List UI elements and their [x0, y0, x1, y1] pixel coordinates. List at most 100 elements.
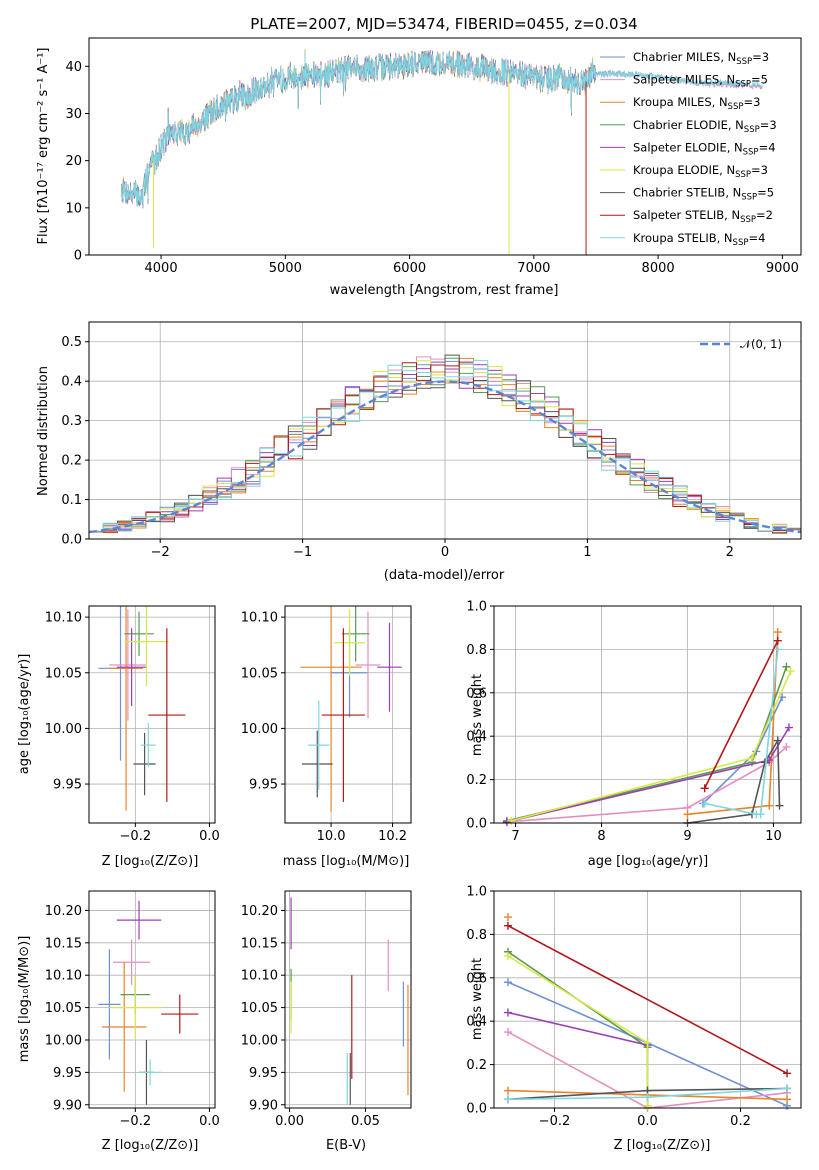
spectrum-y-tick-label: 30 — [65, 107, 82, 122]
residuals-x-tick-label: 1 — [583, 545, 591, 560]
residuals-y-tick-label: 0.2 — [61, 454, 82, 469]
weight-vs-metallicity-x-axis-label: Z [log₁₀(Z/Z⊙)] — [614, 1138, 711, 1153]
spectrum-y-tick-label: 0 — [74, 249, 82, 264]
spectrum-y-tick-label: 40 — [65, 60, 82, 75]
legend-label-text: Chabrier MILES, N — [633, 50, 736, 64]
residuals-x-tick-label: −2 — [151, 545, 170, 560]
weight-marker-chabrier-stelib — [773, 736, 782, 745]
weight-marker-chabrier-stelib — [775, 801, 784, 810]
legend-label-salpeter-miles: Salpeter MILES, NSSP=5 — [633, 73, 768, 90]
legend-label-subscript: SSP — [744, 125, 760, 135]
mass-vs-metallicity-x-axis-label: Z [log₁₀(Z/Z⊙)] — [102, 1138, 199, 1153]
mass-vs-metallicity-errorbars — [98, 900, 199, 1105]
mass-vs-extinction-y-tick-label: 9.95 — [249, 1066, 278, 1081]
age-vs-mass-y-tick-label: 9.95 — [249, 778, 278, 793]
mass-vs-extinction-y-tick-label: 9.90 — [249, 1098, 278, 1113]
legend-label-chabrier-elodie: Chabrier ELODIE, NSSP=3 — [633, 118, 777, 135]
mass-vs-metallicity-x-tick-label: −0.2 — [120, 1114, 152, 1129]
legend-label-text: Kroupa MILES, N — [633, 95, 728, 109]
legend-label-value: =3 — [752, 50, 769, 64]
legend-label-kroupa-miles: Kroupa MILES, NSSP=3 — [633, 95, 760, 112]
legend-label-value: =5 — [757, 186, 774, 200]
weight-marker-kroupa-miles — [773, 628, 782, 637]
mass-vs-metallicity-y-tick-label: 10.20 — [45, 904, 82, 919]
weight-vs-metallicity-y-tick-label: 0.0 — [466, 1102, 487, 1117]
residuals-frame — [88, 321, 802, 540]
legend-label-text: Kroupa ELODIE, N — [633, 163, 735, 177]
weight-marker-salpeter-elodie — [503, 1008, 512, 1017]
weight-marker-salpeter-stelib — [503, 921, 512, 930]
age-vs-mass-y-tick-label: 10.05 — [241, 666, 278, 681]
weight-vs-age-y-tick-label: 1.0 — [466, 600, 487, 615]
residuals-panel: −2 −1 0 1 2 0.0 0.1 0.2 0.3 0.4 0.5 𝒩(0, 1) (data-m… — [36, 321, 802, 583]
spectrum-red-end-kroupa-stelib — [595, 70, 763, 89]
weight-marker-chabrier-stelib — [760, 758, 769, 767]
legend-label-chabrier-miles: Chabrier MILES, NSSP=3 — [633, 50, 769, 67]
age-vs-mass-x-axis-label: mass [log₁₀(M/M⊙)] — [283, 854, 410, 869]
mass-vs-metallicity-y-tick-label: 10.00 — [45, 1033, 82, 1048]
weight-vs-age-plot-area: 7 8 9 10 0.0 0.2 0.4 0.6 0.8 1.0 — [466, 600, 802, 844]
mass-vs-extinction-y-tick-label: 10.10 — [241, 969, 278, 984]
legend-label-subscript: SSP — [735, 170, 751, 180]
legend-label-value: =5 — [751, 73, 768, 87]
weight-vs-metallicity-x-tick-label: 0.0 — [637, 1114, 658, 1129]
age-vs-metallicity-y-tick-label: 9.95 — [53, 778, 82, 793]
weight-vs-age-x-tick-label: 7 — [511, 829, 519, 844]
spectrum-plot-area: 4000 5000 6000 7000 8000 9000 0 10 20 30 40 Chabrie… — [65, 37, 802, 276]
weight-marker-kroupa-stelib — [783, 1084, 792, 1093]
legend-label-value: =3 — [760, 118, 777, 132]
weight-marker-kroupa-miles — [503, 1086, 512, 1095]
mass-vs-metallicity-y-tick-label: 9.90 — [53, 1098, 82, 1113]
mass-vs-metallicity-y-tick-label: 10.10 — [45, 969, 82, 984]
age-vs-metallicity-plot-area: −0.2 0.0 9.95 10.00 10.05 10.10 — [45, 605, 220, 844]
age-vs-mass-frame — [284, 605, 412, 824]
spectrum-x-tick-label: 5000 — [269, 261, 302, 276]
weight-marker-kroupa-stelib — [503, 1095, 512, 1104]
weight-vs-age-y-axis-label: mass weight — [470, 674, 485, 756]
mass-vs-metallicity-panel: −0.2 0.0 9.90 9.95 10.00 10.05 10.10 10.15 10.20… — [17, 890, 220, 1153]
legend-label-text: Chabrier STELIB, N — [633, 186, 741, 200]
age-vs-metallicity-x-axis-label: Z [log₁₀(Z/Z⊙)] — [102, 854, 199, 869]
weight-vs-age-y-tick-label: 0.0 — [466, 817, 487, 832]
legend-label-value: =3 — [743, 95, 760, 109]
weight-vs-metallicity-x-tick-label: 0.2 — [730, 1114, 751, 1129]
legend-label-text: Kroupa STELIB, N — [633, 231, 733, 245]
weight-marker-salpeter-elodie — [784, 723, 793, 732]
weight-vs-metallicity-x-tick-label: −0.2 — [539, 1114, 571, 1129]
weight-vs-metallicity-frame — [493, 890, 802, 1109]
residuals-y-tick-label: 0.5 — [61, 335, 82, 350]
spectrum-y-axis-label: Flux [fλ10⁻¹⁷ erg cm⁻² s⁻¹ A⁻¹] — [36, 48, 51, 245]
residuals-x-axis-label: (data-model)/error — [384, 568, 505, 583]
weight-marker-kroupa-elodie — [786, 667, 795, 676]
spectrum-x-tick-label: 6000 — [393, 261, 426, 276]
mass-vs-extinction-y-tick-label: 10.15 — [241, 936, 278, 951]
spectrum-panel: PLATE=2007, MJD=53474, FIBERID=0455, z=0… — [36, 15, 802, 298]
legend-label-subscript: SSP — [735, 80, 751, 90]
legend-label-value: =2 — [756, 208, 773, 222]
weight-marker-kroupa-elodie — [503, 952, 512, 961]
weight-vs-age-y-tick-label: 0.6 — [466, 686, 487, 701]
weight-vs-age-y-tick-label: 0.4 — [466, 730, 487, 745]
weight-vs-age-y-tick-label: 0.8 — [466, 643, 487, 658]
mass-vs-extinction-y-tick-label: 10.05 — [241, 1001, 278, 1016]
mass-vs-metallicity-x-tick-label: 0.0 — [199, 1114, 220, 1129]
weight-vs-metallicity-y-tick-label: 1.0 — [466, 885, 487, 900]
mass-vs-metallicity-y-tick-label: 9.95 — [53, 1066, 82, 1081]
weight-vs-metallicity-y-axis-label: mass weight — [470, 958, 485, 1040]
spectrum-x-tick-label: 4000 — [145, 261, 178, 276]
residuals-plot-area: −2 −1 0 1 2 0.0 0.1 0.2 0.3 0.4 0.5 𝒩(0, 1) — [61, 321, 802, 560]
weight-vs-metallicity-panel: −0.2 0.0 0.2 0.0 0.2 0.4 0.6 0.8 1.0 Z [log₁₀(Z/… — [466, 885, 802, 1153]
weight-vs-age-frame — [493, 605, 802, 824]
spectrum-title: PLATE=2007, MJD=53474, FIBERID=0455, z=0… — [250, 15, 637, 33]
legend-label-kroupa-stelib: Kroupa STELIB, NSSP=4 — [633, 231, 765, 248]
weight-marker-kroupa-miles — [783, 1095, 792, 1104]
weight-vs-age-y-tick-label: 0.2 — [466, 773, 487, 788]
weight-vs-metallicity-y-tick-label: 0.8 — [466, 928, 487, 943]
normal-reference-curve — [89, 380, 801, 534]
legend-label-subscript: SSP — [736, 57, 752, 67]
weight-vs-metallicity-y-tick-label: 0.2 — [466, 1058, 487, 1073]
weight-vs-metallicity-lines — [503, 913, 792, 1112]
weight-marker-kroupa-stelib — [773, 645, 782, 654]
